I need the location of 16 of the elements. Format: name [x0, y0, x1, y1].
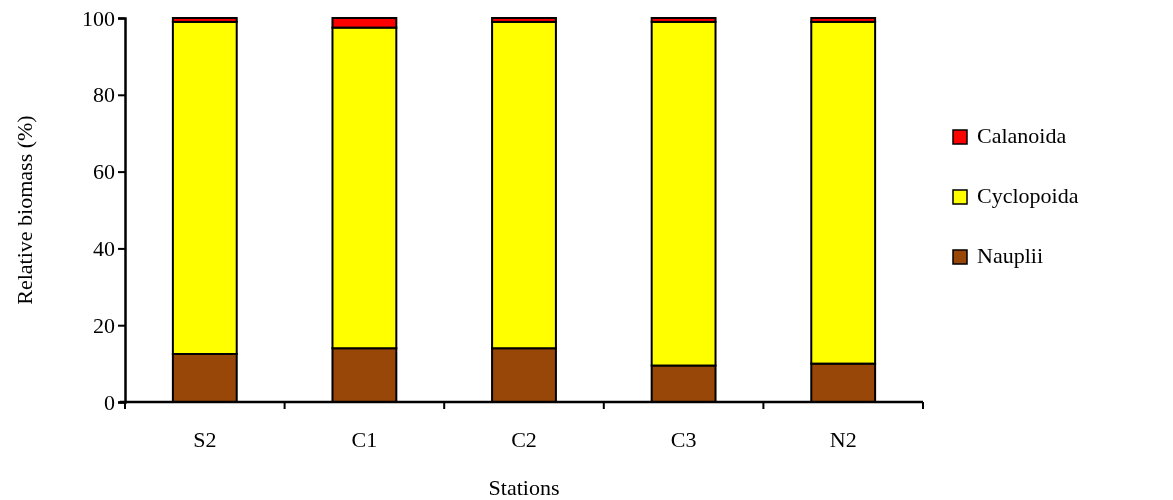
y-tick-label: 40 [93, 235, 115, 261]
y-axis-title: Relative biomass (%) [12, 115, 37, 305]
x-tick-label: C3 [670, 427, 697, 452]
legend-label: Cyclopoida [977, 183, 1079, 208]
x-tick-label: N2 [829, 427, 857, 452]
x-tick-label: S2 [193, 427, 217, 452]
y-tick-label: 20 [93, 312, 115, 338]
y-tick-label: 80 [93, 82, 115, 108]
y-tick-label: 0 [104, 389, 115, 415]
x-tick-label: C1 [351, 427, 378, 452]
legend-label: Calanoida [977, 123, 1067, 148]
y-tick-label: 60 [93, 159, 115, 185]
x-tick-label: C2 [511, 427, 537, 452]
y-tick-label: 100 [82, 5, 115, 31]
legend-label: Nauplii [977, 243, 1043, 268]
x-axis-title: Stations [488, 475, 560, 500]
